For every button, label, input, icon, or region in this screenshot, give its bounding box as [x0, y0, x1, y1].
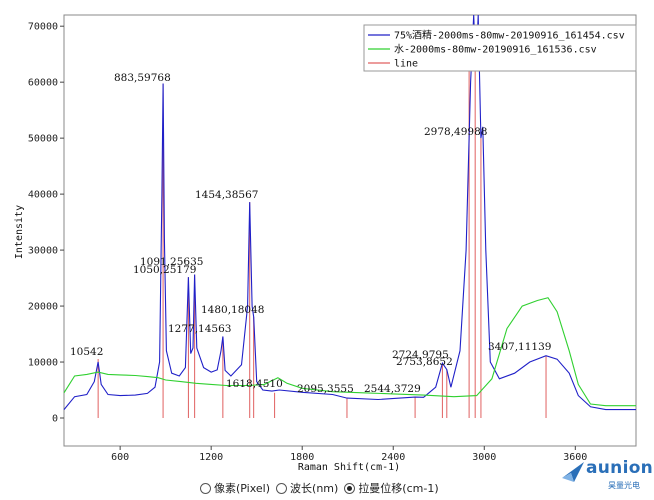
legend-entry-1: 水-2000ms-80mw-20190916_161536.csv	[394, 44, 597, 56]
annotation-label-8: 2095,3555	[297, 383, 354, 395]
x-tick-label-3: 2400	[381, 452, 405, 463]
y-tick-label-7: 70000	[28, 22, 58, 33]
radio-raman-shift[interactable]: 拉曼位移(cm-1)	[344, 480, 439, 496]
radio-wavelength-label: 波长(nm)	[290, 482, 339, 495]
series-line-0	[63, 14, 636, 411]
aunion-logo: aunion 昊量光电	[560, 458, 653, 498]
x-axis-label: Raman Shift(cm-1)	[298, 462, 400, 473]
unit-selector-bar: 像素(Pixel) 波长(nm) 拉曼位移(cm-1)	[0, 478, 654, 500]
radio-pixel[interactable]: 像素(Pixel)	[200, 480, 270, 496]
legend: 75%酒精-2000ms-80mw-20190916_161454.csv 水-2…	[363, 24, 637, 72]
annotation-label-3: 1050,25179	[133, 264, 196, 276]
annotation-label-2: 1091,25635	[140, 256, 203, 268]
x-tick-label-0: 600	[111, 452, 129, 463]
x-tick-label-5: 3600	[563, 452, 587, 463]
plot-frame	[63, 14, 637, 447]
series-line-1	[63, 297, 636, 407]
annotation-label-9: 2544,3729	[364, 383, 421, 395]
y-tick-label-0: 0	[52, 414, 58, 425]
y-tick-label-6: 60000	[28, 78, 58, 89]
annotation-label-7: 1618,4510	[226, 378, 283, 390]
plot-border	[63, 14, 637, 447]
legend-entry-0: 75%酒精-2000ms-80mw-20190916_161454.csv	[394, 29, 625, 42]
series-lines	[63, 14, 636, 411]
logo-subtitle: 昊量光电	[608, 481, 640, 490]
radio-selected-dot	[347, 485, 353, 491]
legend-entry-2: line	[394, 59, 418, 70]
radio-raman-shift-label: 拉曼位移(cm-1)	[358, 482, 439, 495]
logo-wordmark: aunion	[586, 458, 654, 478]
x-tick-label-2: 1800	[290, 452, 314, 463]
x-tick-label-4: 3000	[472, 452, 496, 463]
axis-ticks: 600 1200 1800 2400 3000 3600 0 10000 20000 30000 4…	[28, 22, 587, 463]
y-tick-label-2: 20000	[28, 302, 58, 313]
radio-pixel-circle[interactable]	[200, 482, 211, 494]
annotation-label-13: 3407,11139	[488, 341, 551, 353]
radio-wavelength[interactable]: 波长(nm)	[276, 480, 338, 496]
logo-arrow-icon	[562, 462, 584, 482]
radio-pixel-label: 像素(Pixel)	[214, 482, 271, 495]
y-tick-label-5: 50000	[28, 134, 58, 145]
x-tick-label-1: 1200	[199, 452, 223, 463]
y-axis-label: Intensity	[14, 205, 25, 259]
annotation-label-6: 1277,14563	[168, 323, 231, 335]
annotation-label-10: 2724,9795	[392, 349, 449, 361]
stem-lines	[97, 37, 547, 419]
annotation-label-1: 883,59768	[114, 72, 171, 84]
y-tick-label-1: 10000	[28, 358, 58, 369]
annotation-label-12: 2978,49988	[424, 126, 487, 138]
radio-wavelength-circle[interactable]	[276, 482, 288, 494]
y-tick-label-4: 40000	[28, 190, 58, 201]
legend-box	[363, 24, 637, 72]
annotation-label-4: 1454,38567	[195, 189, 258, 201]
annotation-label-5: 1480,18048	[201, 304, 264, 316]
radio-raman-shift-circle[interactable]	[344, 482, 356, 494]
annotation-label-0: 10542	[70, 346, 103, 358]
annotation-label-11: 2753,8652	[396, 356, 453, 368]
y-tick-label-3: 30000	[28, 246, 58, 257]
unit-radio-group: 像素(Pixel) 波长(nm) 拉曼位移(cm-1)	[200, 480, 439, 496]
